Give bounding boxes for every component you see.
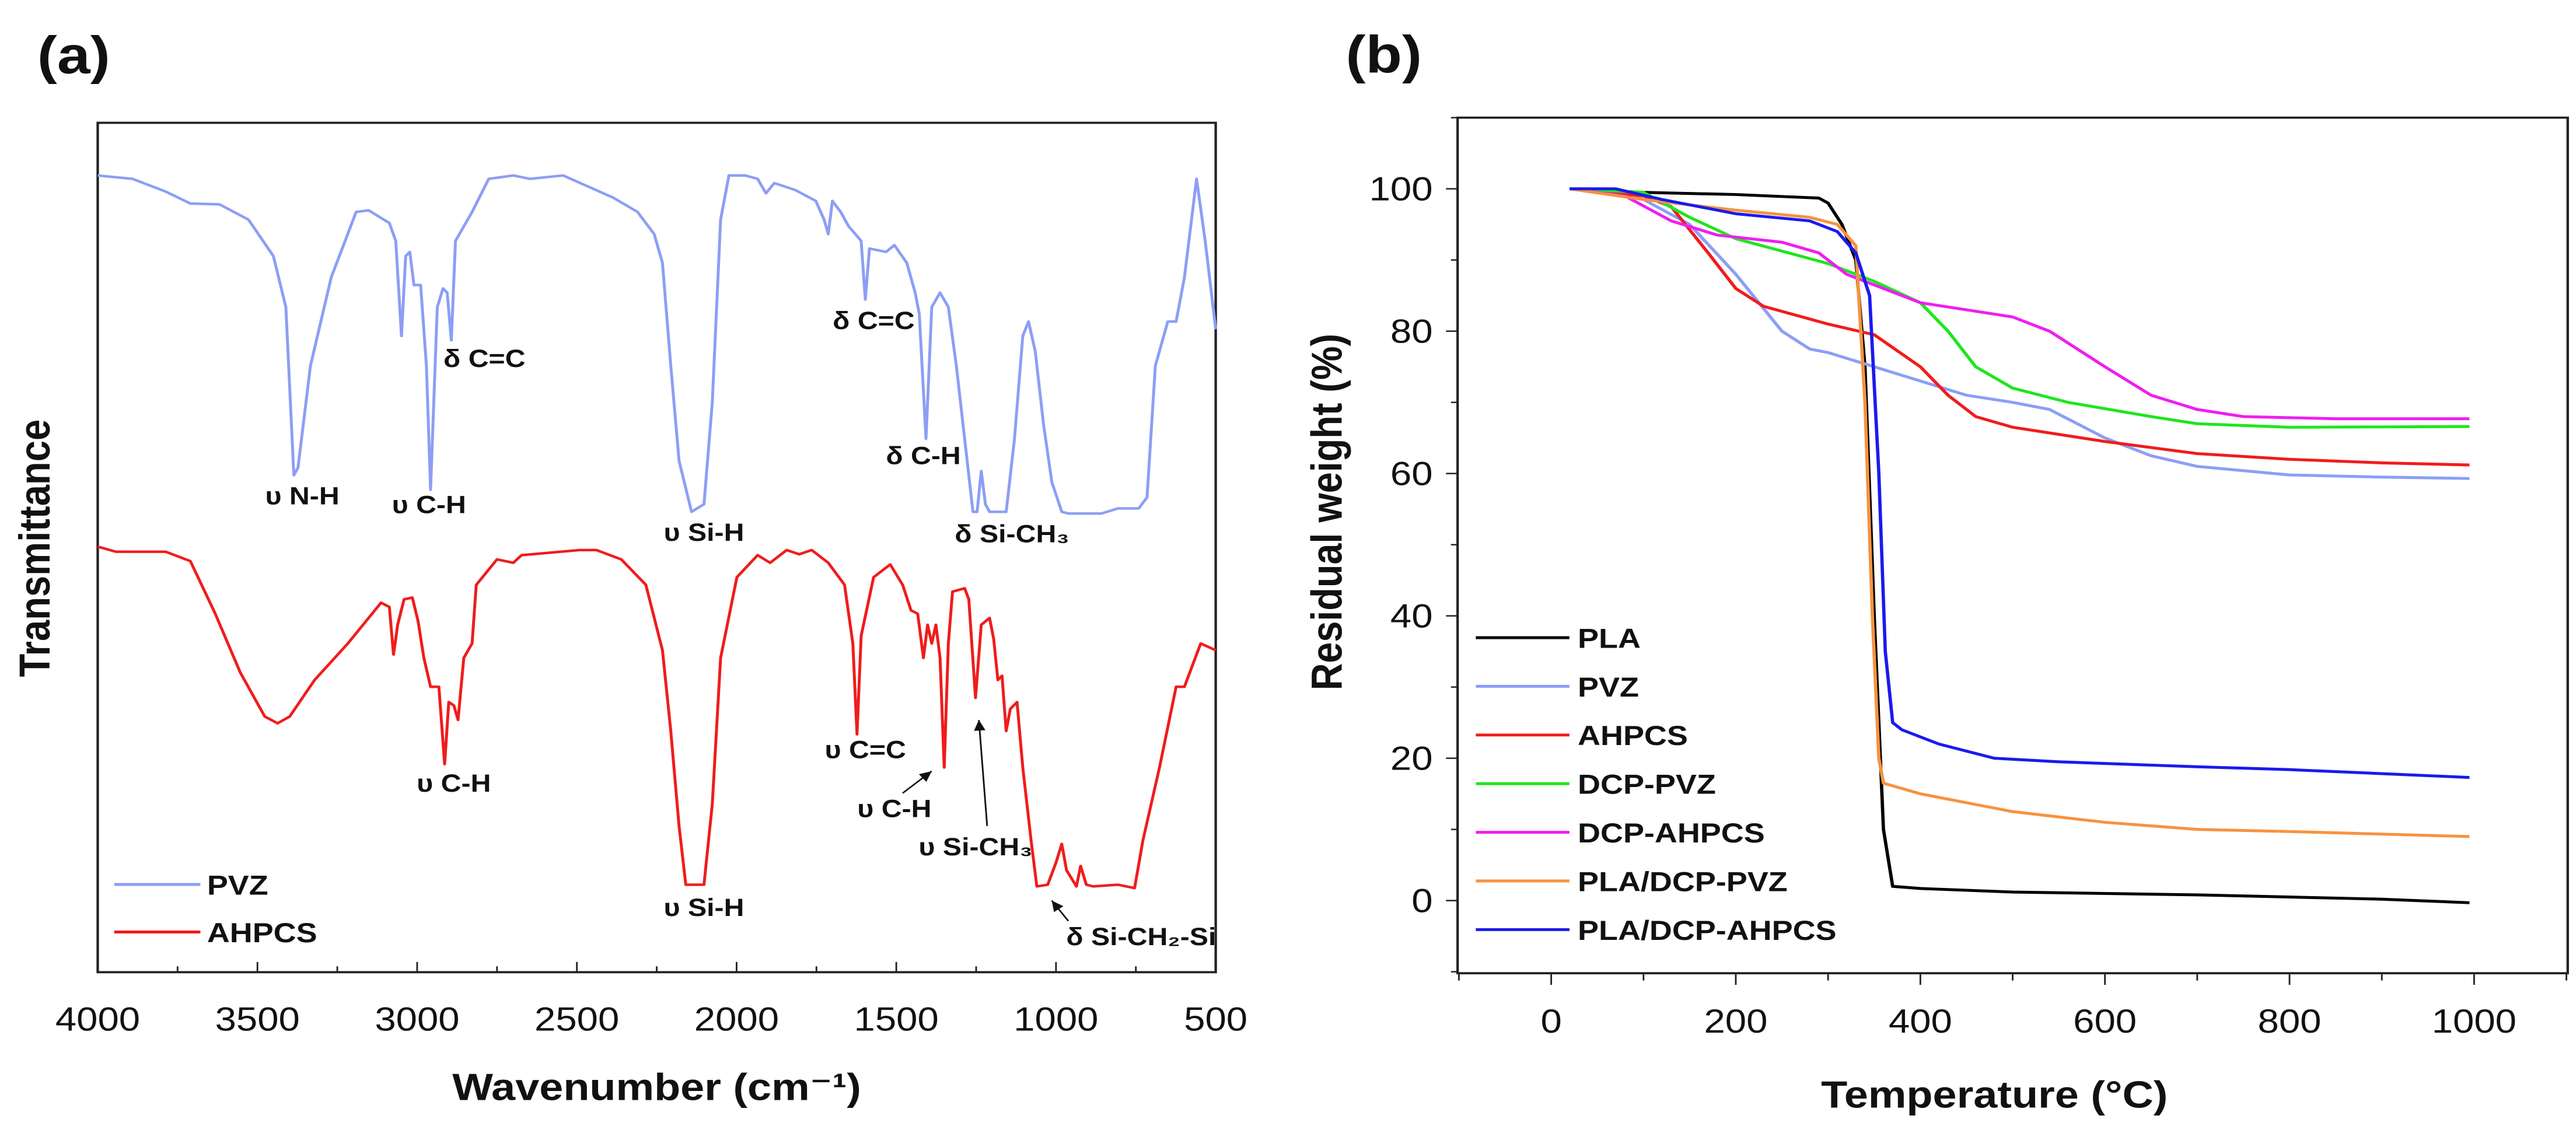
x-tick-label-b: 400 xyxy=(1889,1003,1952,1040)
x-tick-label-a: 4000 xyxy=(55,1001,140,1038)
series-line-pla xyxy=(1570,187,2470,904)
panel-label-b: (b) xyxy=(1345,26,1422,84)
legend-label-pvz: PVZ xyxy=(207,870,268,901)
peak-annotation: υ C-H xyxy=(857,795,931,823)
x-tick-label-a: 3000 xyxy=(375,1001,459,1038)
peak-annotation: δ C-H xyxy=(886,442,960,470)
y-axis-title-a: Transmittance xyxy=(11,419,59,677)
series-line-pvz xyxy=(1570,187,2470,480)
y-tick-label-b: 40 xyxy=(1390,597,1433,635)
x-axis-title-b: Temperature (°C) xyxy=(1821,1073,2168,1116)
x-tick-label-b: 0 xyxy=(1540,1003,1561,1040)
peak-annotation: δ C=C xyxy=(443,345,526,373)
x-tick-label-b: 600 xyxy=(2073,1003,2137,1040)
tga-chart: (b) 0 200 400 600 800 1000 0 20 40 60 80 100 PLA PVZ… xyxy=(1302,26,2569,1116)
legend-label-ahpcs: AHPCS xyxy=(1578,720,1688,751)
legend-label-dcp-pvz: DCP-PVZ xyxy=(1578,769,1716,800)
x-tick-label-a: 1500 xyxy=(854,1001,939,1038)
x-tick-label-a: 500 xyxy=(1184,1001,1247,1038)
peak-annotation: δ C=C xyxy=(833,306,915,334)
y-tick-label-b: 60 xyxy=(1390,455,1433,492)
legend-a: PVZ AHPCS xyxy=(114,870,317,948)
series-line-pvz xyxy=(97,174,1218,515)
x-tick-label-a: 2000 xyxy=(694,1001,779,1038)
y-tick-label-b: 0 xyxy=(1411,882,1432,919)
peak-annotation: υ Si-H xyxy=(663,894,744,922)
legend-label-pla-dcp-ahpcs: PLA/DCP-AHPCS xyxy=(1578,915,1836,946)
peak-annotation: υ C-H xyxy=(417,770,491,798)
y-tick-label-b: 80 xyxy=(1390,313,1433,350)
x-tick-label-b: 800 xyxy=(2258,1003,2322,1040)
legend-label-dcp-ahpcs: DCP-AHPCS xyxy=(1578,817,1765,848)
peak-annotation: δ Si-CH₂-Si xyxy=(1066,923,1216,951)
peak-annotation: υ C=C xyxy=(825,736,906,764)
x-tick-label-a: 2500 xyxy=(534,1001,619,1038)
peak-annotation: δ Si-CH₃ xyxy=(955,520,1069,548)
x-axis-title-a: Wavenumber (cm⁻¹) xyxy=(452,1066,861,1108)
y-tick-label-b: 20 xyxy=(1390,740,1433,777)
series-line-dcp-ahpcs xyxy=(1569,187,2470,421)
series-line-pla-dcp-pvz xyxy=(1569,187,2470,838)
legend-label-pvz: PVZ xyxy=(1578,672,1639,702)
x-tick-label-b: 200 xyxy=(1704,1003,1767,1040)
series-line-dcp-pvz xyxy=(1570,187,2470,429)
peak-annotation: υ C-H xyxy=(392,491,466,519)
arrowhead-icon xyxy=(974,720,985,731)
ftir-chart: (a) 4000 3500 3000 2500 2000 1500 1000 500 υ N-… xyxy=(11,26,1247,1108)
peak-annotation: υ N-H xyxy=(265,482,339,510)
arrowhead-icon xyxy=(1051,900,1064,912)
legend-label-pla-dcp-pvz: PLA/DCP-PVZ xyxy=(1578,866,1788,897)
peak-annotation: υ Si-CH₃ xyxy=(918,833,1032,861)
series-line-ahpcs xyxy=(97,545,1217,890)
x-tick-label-a: 1000 xyxy=(1013,1001,1098,1038)
y-axis-title-b: Residual weight (%) xyxy=(1302,334,1351,690)
legend-label-pla: PLA xyxy=(1578,623,1641,654)
series-line-ahpcs xyxy=(1569,187,2470,467)
y-tick-label-b: 100 xyxy=(1369,170,1433,208)
panel-label-a: (a) xyxy=(37,26,110,85)
peak-annotation: υ Si-H xyxy=(663,519,744,547)
arrowhead-icon xyxy=(918,771,932,782)
x-tick-label-a: 3500 xyxy=(215,1001,300,1038)
series-line-pla-dcp-ahpcs xyxy=(1570,187,2470,779)
annotation-arrow xyxy=(978,720,988,826)
x-tick-label-b: 1000 xyxy=(2432,1003,2516,1040)
legend-label-ahpcs: AHPCS xyxy=(207,917,317,948)
